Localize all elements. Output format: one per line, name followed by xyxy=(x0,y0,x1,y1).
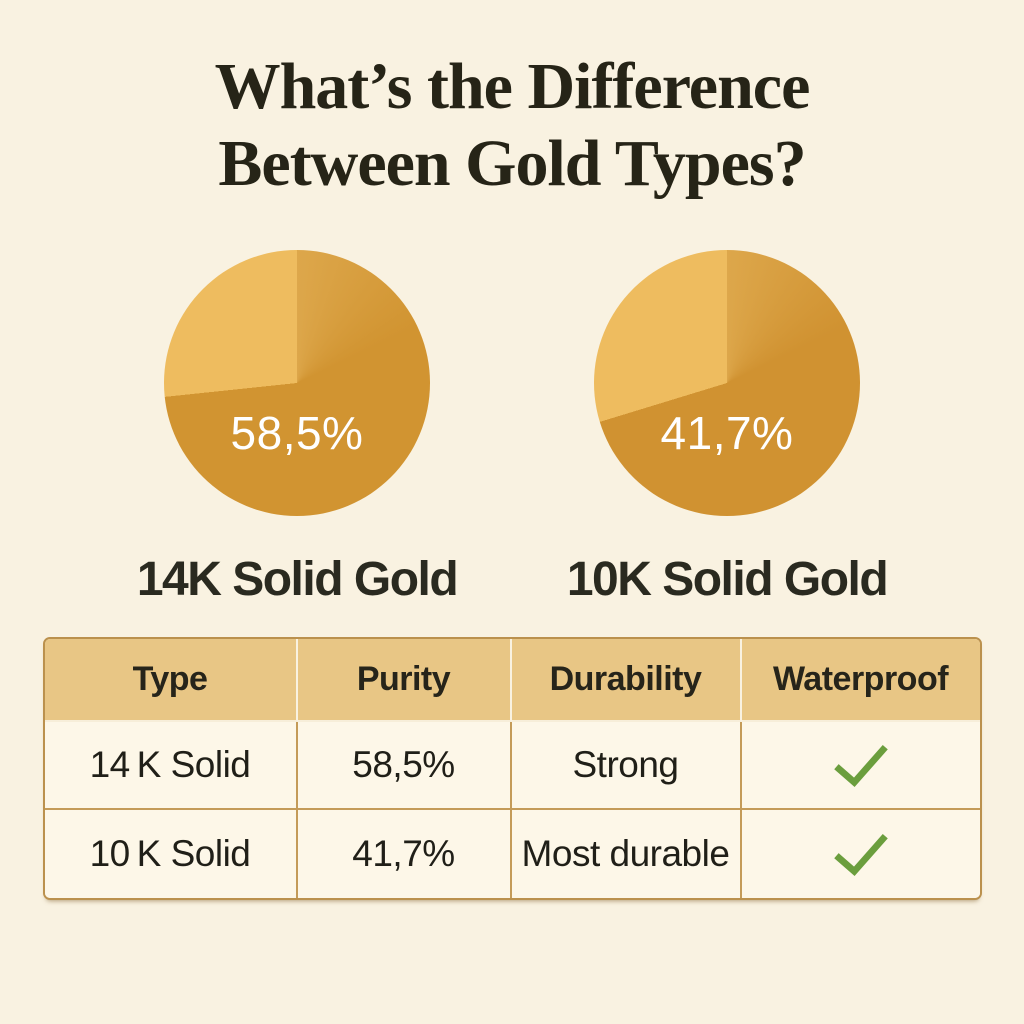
cell-durability-10k: Most durable xyxy=(511,810,742,899)
title-line-2: Between Gold Types? xyxy=(218,127,806,201)
checkmark-icon xyxy=(833,833,888,876)
column-header-type: Type xyxy=(44,639,298,723)
cell-purity-14k: 58,5% xyxy=(297,722,512,811)
table-header-row: Type Purity Durability Waterproof xyxy=(44,639,980,723)
pie-chart-group-10k: 41,7% 10K Solid Gold xyxy=(512,250,942,607)
pie-14k-solid-gold: 58,5% xyxy=(164,250,430,517)
pie-10k-solid-gold: 41,7% xyxy=(594,250,860,517)
cell-waterproof-14k xyxy=(741,722,980,811)
chart-caption-14k: 14K Solid Gold xyxy=(136,553,459,607)
column-header-waterproof: Waterproof xyxy=(741,639,980,723)
pie-value-label-10k: 41,7% xyxy=(660,406,794,459)
column-header-purity: Purity xyxy=(297,639,512,723)
charts-row: 58,5% 14K Solid Gold 41,7% 10K Solid Gol… xyxy=(0,250,1024,607)
cell-purity-10k: 41,7% xyxy=(297,810,512,899)
pie-value-label-14k: 58,5% xyxy=(230,406,364,459)
cell-type-14k: 14 K Solid xyxy=(44,722,298,811)
checkmark-icon xyxy=(833,744,888,787)
chart-caption-10k: 10K Solid Gold xyxy=(566,553,889,607)
cell-durability-14k: Strong xyxy=(511,722,742,811)
table-row-14k: 14 K Solid 58,5% Strong xyxy=(44,722,980,811)
title-line-1: What’s the Difference xyxy=(214,50,811,123)
pie-chart-group-14k: 58,5% 14K Solid Gold xyxy=(82,250,512,607)
cell-waterproof-10k xyxy=(741,810,980,899)
cell-type-10k: 10 K Solid xyxy=(44,810,298,899)
page-title: What’s the Difference Between Gold Types… xyxy=(0,0,1024,202)
comparison-table: Type Purity Durability Waterproof 14 K S… xyxy=(42,637,982,901)
table-row-10k: 10 K Solid 41,7% Most durable xyxy=(44,810,980,899)
column-header-durability: Durability xyxy=(511,639,742,723)
